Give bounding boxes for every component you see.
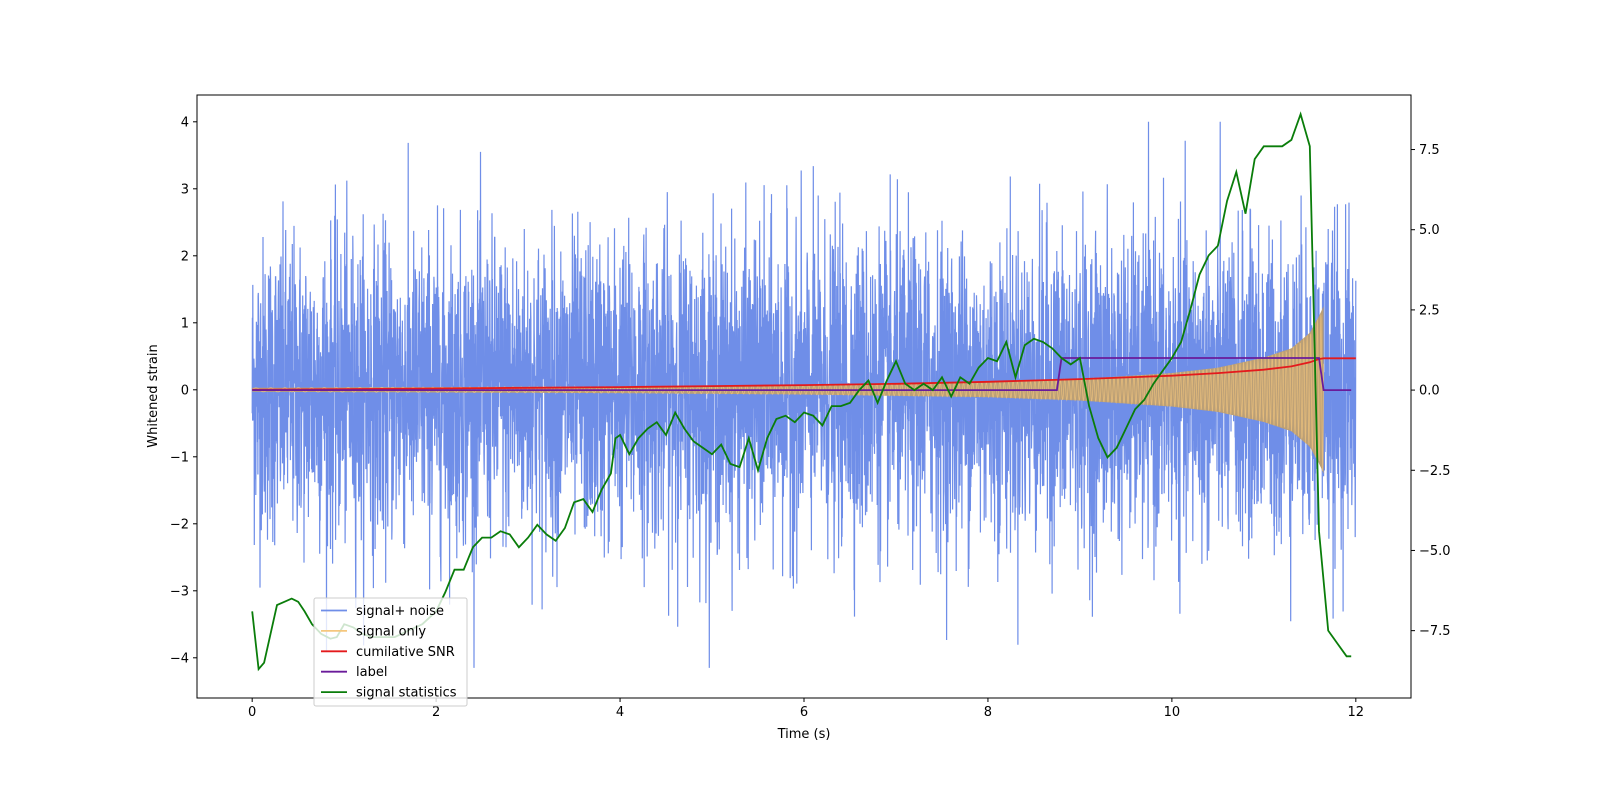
legend-label: signal only [356,624,426,639]
y-axis-left: −4 −3 −2 −1 0 1 2 3 4 [170,115,197,666]
legend-item: signal statistics [321,686,457,701]
legend: signal+ noise signal only cumilative SNR la… [313,597,468,707]
y-tick-label: 2 [181,249,189,264]
x-axis-label: Time (s) [777,727,831,742]
y2-tick-label: −5.0 [1419,544,1451,559]
x-tick-label: 2 [432,705,440,720]
y-tick-label: 1 [181,316,189,331]
y-tick-label: 3 [181,182,189,197]
plot-area [251,111,1357,672]
x-tick-label: 8 [984,705,992,720]
x-tick-label: 4 [616,705,624,720]
legend-item: cumilative SNR [321,645,455,660]
legend-item: label [321,665,387,680]
y-tick-label: −2 [170,517,189,532]
y-tick-label: 4 [181,115,189,130]
y-tick-label: −1 [170,450,189,465]
y-axis-right: −7.5 −5.0 −2.5 0.0 2.5 5.0 7.5 [1411,143,1451,639]
y-tick-label: −3 [170,584,189,599]
series-cumulative-snr [252,357,1356,391]
x-tick-label: 6 [800,705,808,720]
y-tick-label: 0 [181,383,189,398]
legend-label: signal statistics [356,686,457,701]
y-tick-label: −4 [170,651,189,666]
y2-tick-label: 0.0 [1419,384,1440,399]
legend-box [313,597,468,707]
legend-item: signal+ noise [321,604,444,619]
legend-label: signal+ noise [356,604,444,619]
x-tick-label: 0 [248,705,256,720]
y2-tick-label: 2.5 [1419,303,1440,318]
legend-item: signal only [321,624,426,639]
series-label [252,357,1352,391]
y2-tick-label: −7.5 [1419,624,1451,639]
y-axis-label: Whitened strain [146,344,161,447]
x-tick-label: 10 [1164,705,1181,720]
legend-label: cumilative SNR [356,645,455,660]
x-tick-label: 12 [1348,705,1365,720]
y2-tick-label: 5.0 [1419,223,1440,238]
legend-label: label [356,665,387,680]
y2-tick-label: −2.5 [1419,464,1451,479]
y2-tick-label: 7.5 [1419,143,1440,158]
x-axis: 0 2 4 6 8 10 12 [248,698,1364,720]
